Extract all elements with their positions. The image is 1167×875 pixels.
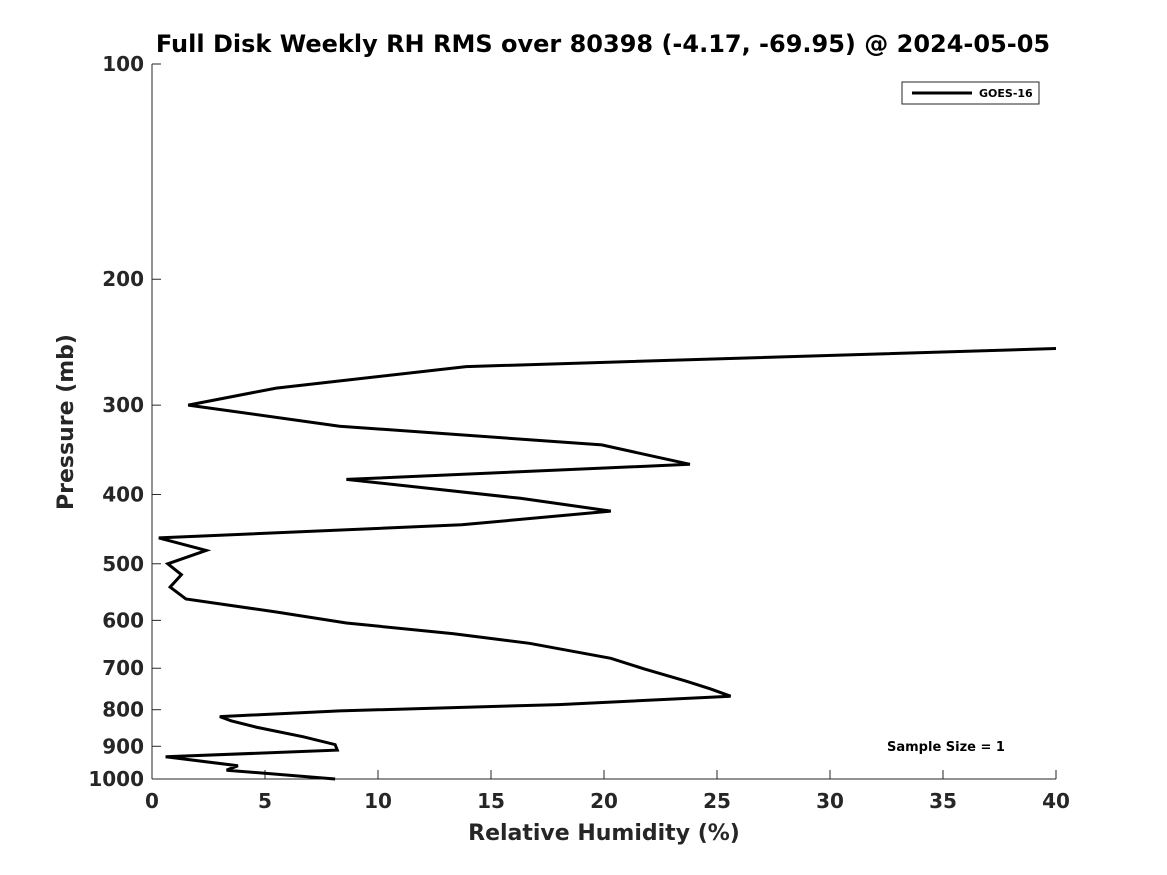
x-tick-label: 10 <box>364 789 392 813</box>
y-tick-label: 300 <box>102 393 144 417</box>
x-tick-label: 20 <box>590 789 618 813</box>
x-tick-label: 0 <box>145 789 159 813</box>
x-tick-label: 15 <box>477 789 505 813</box>
chart-title: Full Disk Weekly RH RMS over 80398 (-4.1… <box>156 30 1050 58</box>
y-ticks: 100 200 300 400 500 600 700 800 900 1000 <box>88 52 161 791</box>
y-tick-label: 800 <box>102 698 144 722</box>
y-tick-label: 900 <box>102 734 144 758</box>
y-tick-label: 700 <box>102 656 144 680</box>
legend: GOES-16 <box>901 81 1040 105</box>
x-tick-label: 25 <box>703 789 731 813</box>
axes <box>151 64 1056 780</box>
sample-size-annotation: Sample Size = 1 <box>887 740 1005 755</box>
y-tick-label: 600 <box>102 608 144 632</box>
y-tick-label: 500 <box>102 552 144 576</box>
x-ticks: 0 5 10 15 20 25 30 35 40 <box>145 770 1070 813</box>
y-axis-label: Pressure (mb) <box>54 334 79 510</box>
series-line-goes-16 <box>158 347 1057 781</box>
y-tick-label: 400 <box>102 482 144 506</box>
x-tick-label: 30 <box>816 789 844 813</box>
legend-entry-goes-16: GOES-16 <box>979 87 1033 100</box>
x-tick-label: 5 <box>258 789 272 813</box>
y-tick-label: 200 <box>102 267 144 291</box>
x-tick-label: 35 <box>929 789 957 813</box>
x-tick-label: 40 <box>1042 789 1070 813</box>
y-tick-label: 100 <box>102 52 144 76</box>
y-tick-label: 1000 <box>88 767 144 791</box>
series-layer <box>158 347 1057 781</box>
x-axis-label: Relative Humidity (%) <box>468 821 740 846</box>
